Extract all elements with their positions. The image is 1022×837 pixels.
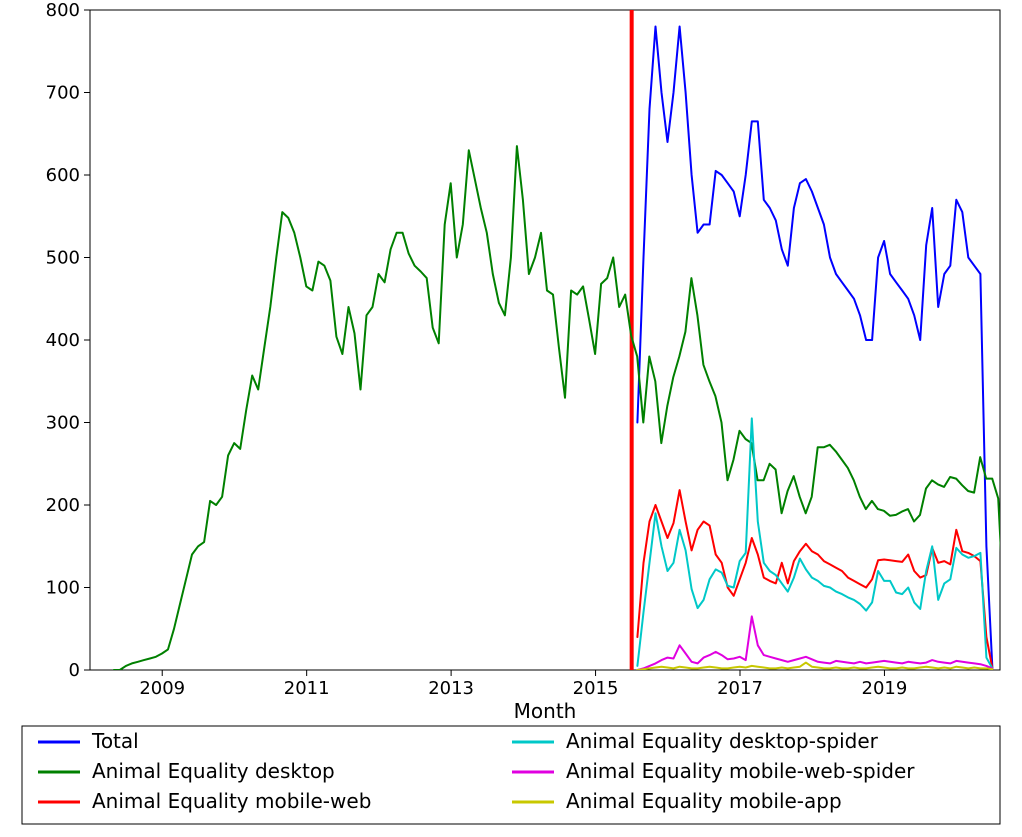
x-tick-label: 2015 (573, 678, 619, 699)
legend-label: Animal Equality desktop (92, 759, 335, 783)
y-tick-label: 600 (46, 165, 80, 186)
x-tick-label: 2011 (284, 678, 330, 699)
y-tick-label: 300 (46, 413, 80, 434)
y-tick-label: 200 (46, 495, 80, 516)
series-group (114, 27, 1010, 671)
y-tick-label: 700 (46, 83, 80, 104)
legend-label: Animal Equality mobile-web (92, 789, 371, 813)
x-axis-label: Month (514, 699, 577, 723)
series-animal-equality-mobile-web-spider (637, 616, 992, 670)
legend-label: Total (91, 729, 139, 753)
y-tick-label: 400 (46, 330, 80, 351)
legend-label: Animal Equality mobile-web-spider (566, 759, 915, 783)
pageviews-chart: 0 100 200 300 400 500 600 700 800 2009 2011 2013 201… (0, 0, 1022, 837)
y-tick-label: 500 (46, 248, 80, 269)
y-tick-label: 800 (46, 0, 80, 21)
y-tick-label: 0 (69, 660, 80, 681)
x-tick-label: 2019 (862, 678, 908, 699)
plot-frame (90, 10, 1000, 670)
x-tick-label: 2009 (139, 678, 185, 699)
legend-label: Animal Equality desktop-spider (566, 729, 879, 753)
series-animal-equality-desktop (114, 146, 1010, 670)
x-tick-label: 2017 (717, 678, 763, 699)
series-animal-equality-mobile-app (637, 663, 992, 670)
x-tick-label: 2013 (428, 678, 474, 699)
y-tick-label: 100 (46, 578, 80, 599)
series-total (637, 27, 992, 669)
legend-label: Animal Equality mobile-app (566, 789, 842, 813)
